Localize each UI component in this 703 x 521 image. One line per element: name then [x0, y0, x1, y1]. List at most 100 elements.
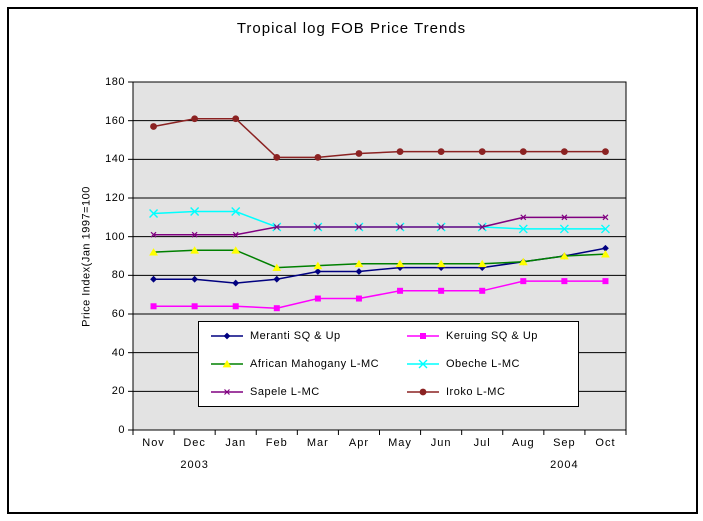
year-label-2004: 2004	[550, 459, 579, 471]
legend-label: African Mahogany L-MC	[250, 358, 380, 370]
marker-small-x	[191, 231, 198, 238]
series-line-iroko-l-mc	[153, 117, 606, 159]
marker-square	[397, 287, 404, 294]
marker-square	[438, 287, 445, 294]
chart-legend: Meranti SQ & Up Keruing SQ & Up African Ma…	[198, 321, 579, 407]
marker-circle	[355, 150, 363, 157]
marker-x	[418, 359, 428, 369]
legend-label: Iroko L-MC	[446, 386, 506, 398]
legend-key-sample	[407, 388, 439, 396]
marker-circle	[273, 154, 281, 161]
marker-small-x	[314, 224, 321, 230]
legend-key-sample	[407, 359, 439, 369]
marker-x	[190, 207, 200, 217]
x-tick-label-oct: Oct	[595, 437, 616, 449]
legend-item-meranti-sq-up: Meranti SQ & Up	[199, 322, 395, 350]
marker-square	[232, 303, 239, 310]
y-tick-label-140: 140	[105, 153, 125, 166]
y-tick-label-100: 100	[105, 230, 125, 243]
marker-triangle	[477, 259, 487, 268]
y-tick-label-120: 120	[105, 192, 125, 204]
marker-circle	[396, 148, 404, 155]
marker-triangle	[518, 257, 528, 266]
y-tick-label-80: 80	[111, 269, 125, 282]
marker-triangle	[222, 360, 232, 368]
marker-circle	[232, 115, 240, 123]
x-tick-label-jun: Jun	[430, 437, 452, 449]
marker-circle	[602, 148, 609, 155]
x-tick-label-sep: Sep	[553, 437, 576, 449]
marker-circle	[519, 148, 527, 155]
y-tick-label-160: 160	[105, 114, 125, 127]
marker-square	[561, 278, 568, 285]
marker-square	[150, 303, 157, 310]
marker-square	[273, 305, 280, 312]
marker-triangle	[313, 261, 323, 270]
legend-item-iroko-l-mc: Iroko L-MC	[395, 378, 578, 406]
marker-diamond	[232, 279, 240, 287]
marker-diamond	[223, 332, 231, 340]
marker-small-x	[356, 224, 362, 230]
marker-small-x	[232, 231, 239, 238]
legend-label: Obeche L-MC	[446, 358, 520, 370]
marker-diamond	[191, 275, 199, 283]
marker-square	[355, 295, 362, 302]
marker-circle	[314, 154, 322, 161]
marker-triangle	[601, 250, 610, 258]
marker-triangle	[395, 259, 405, 268]
legend-item-obeche-l-mc: Obeche L-MC	[395, 350, 578, 378]
legend-key-sample	[211, 332, 243, 340]
y-tick-label-60: 60	[111, 308, 125, 320]
x-tick-label-nov: Nov	[142, 437, 165, 449]
x-tick-label-jul: Jul	[473, 437, 491, 449]
marker-small-x	[397, 224, 403, 230]
legend-label: Meranti SQ & Up	[250, 330, 341, 342]
series-line-keruing-sq-up	[153, 280, 606, 309]
marker-small-x	[520, 214, 527, 221]
marker-triangle	[354, 259, 364, 268]
legend-item-african-mahogany-l-mc: African Mahogany L-MC	[199, 350, 395, 378]
marker-small-x	[224, 389, 230, 395]
marker-circle	[478, 148, 486, 155]
x-tick-label-aug: Aug	[511, 437, 535, 449]
marker-square	[314, 295, 321, 302]
marker-square	[520, 278, 527, 285]
y-tick-label-20: 20	[111, 385, 125, 398]
marker-triangle	[436, 259, 446, 268]
marker-x	[600, 224, 610, 234]
chart-title: Tropical log FOB Price Trends	[236, 20, 467, 37]
marker-circle	[560, 148, 568, 155]
legend-key-sample	[407, 333, 439, 339]
marker-circle	[437, 148, 445, 155]
marker-small-x	[479, 224, 486, 230]
marker-square	[420, 333, 426, 339]
marker-small-x	[273, 224, 280, 230]
legend-label: Keruing SQ & Up	[446, 330, 538, 342]
marker-small-x	[150, 231, 157, 238]
marker-x	[518, 224, 528, 234]
x-tick-label-may: May	[388, 437, 412, 449]
legend-key-sample	[211, 360, 243, 368]
x-tick-label-mar: Mar	[306, 437, 329, 449]
legend-key-sample	[211, 389, 243, 395]
x-tick-label-apr: Apr	[348, 437, 370, 449]
x-tick-label-feb: Feb	[265, 437, 288, 449]
x-tick-label-dec: Dec	[183, 437, 206, 449]
legend-label: Sapele L-MC	[250, 386, 320, 398]
marker-x	[231, 207, 241, 217]
marker-square	[602, 278, 609, 285]
marker-triangle	[272, 263, 282, 271]
legend-item-sapele-l-mc: Sapele L-MC	[199, 378, 395, 406]
marker-diamond	[355, 268, 363, 275]
y-tick-label-40: 40	[111, 346, 125, 359]
marker-triangle	[231, 246, 241, 254]
marker-circle	[419, 388, 427, 396]
y-tick-label-0: 0	[118, 424, 125, 436]
marker-triangle	[190, 246, 200, 254]
marker-x	[559, 224, 569, 234]
marker-small-x	[602, 214, 609, 221]
marker-triangle	[559, 252, 569, 260]
marker-triangle	[149, 248, 158, 256]
marker-small-x	[561, 214, 568, 221]
